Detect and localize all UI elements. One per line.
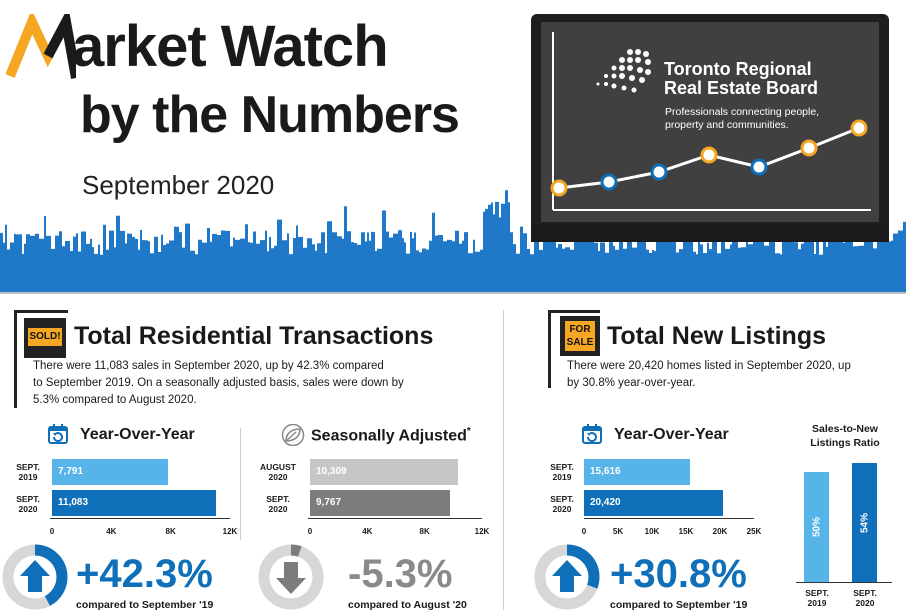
listings-yoy-compare: compared to September '19 bbox=[610, 599, 748, 611]
ratio-label: SEPT. 2019 bbox=[805, 588, 829, 608]
tick-label: 8K bbox=[165, 527, 176, 536]
bar: 9,767 bbox=[310, 490, 450, 516]
ratio-label: SEPT. 2020 bbox=[853, 588, 877, 608]
sa-title-text: Seasonally Adjusted bbox=[311, 427, 467, 445]
tick-label: 0 bbox=[49, 527, 55, 536]
org-name-line1: Toronto Regional bbox=[664, 59, 812, 79]
tick-label: 8K bbox=[419, 527, 430, 536]
x-axis bbox=[308, 518, 482, 519]
tick-label: 5K bbox=[612, 527, 624, 536]
sign-post bbox=[14, 310, 17, 408]
sign-post bbox=[548, 310, 551, 388]
org-name-line2: Real Estate Board bbox=[664, 78, 819, 98]
tick-label: 4K bbox=[362, 527, 373, 536]
bar-label: AUGUST 2020 bbox=[260, 462, 296, 482]
tick-label: 4K bbox=[106, 527, 117, 536]
down-arrow-icon bbox=[276, 562, 306, 594]
bar: 11,083 bbox=[52, 490, 217, 516]
residential-description: There were 11,083 sales in September 202… bbox=[33, 358, 493, 409]
sa-compare: compared to August '20 bbox=[348, 599, 467, 611]
header: arket Watch by the Numbers September 202… bbox=[0, 0, 906, 300]
desc-line: There were 20,420 homes listed in Septem… bbox=[567, 360, 851, 372]
bar: 20,420 bbox=[584, 490, 723, 516]
residential-title: Total Residential Transactions bbox=[74, 322, 434, 350]
calendar-refresh-icon bbox=[48, 424, 68, 444]
bar-label: SEPT. 2020 bbox=[266, 494, 290, 514]
up-arrow-icon bbox=[20, 560, 50, 592]
tick-label: 0 bbox=[581, 527, 587, 536]
up-arrow-icon bbox=[552, 560, 582, 592]
desc-line: by 30.8% year-over-year. bbox=[567, 377, 696, 389]
bar-label: SEPT. 2019 bbox=[550, 462, 574, 482]
monitor-screen bbox=[541, 22, 879, 222]
bar: 7,791 bbox=[52, 459, 168, 485]
page-title-line1: arket Watch bbox=[72, 14, 389, 79]
subsection-divider bbox=[240, 428, 241, 540]
tagline-line1: Professionals connecting people, bbox=[665, 106, 820, 118]
ratio-title: Sales-to-New Listings Ratio bbox=[810, 423, 880, 449]
bar-label: SEPT. 2020 bbox=[550, 494, 574, 514]
section-divider bbox=[503, 310, 504, 610]
listings-title: Total New Listings bbox=[607, 322, 826, 350]
bar-label: SEPT. 2020 bbox=[16, 494, 40, 514]
sa-title: Seasonally Adjusted* bbox=[311, 426, 471, 445]
for-sale-sign-label: FOR SALE bbox=[565, 321, 595, 351]
listings-change-ring bbox=[534, 544, 600, 610]
trend-line-graphic bbox=[550, 32, 871, 211]
header-divider bbox=[0, 292, 906, 294]
calendar-refresh-icon bbox=[582, 424, 602, 444]
bar-label: SEPT. 2019 bbox=[16, 462, 40, 482]
x-axis bbox=[50, 518, 230, 519]
desc-line: There were 11,083 sales in September 202… bbox=[33, 360, 384, 372]
sold-sign-icon: SOLD! bbox=[24, 318, 66, 358]
tick-label: 15K bbox=[678, 527, 694, 536]
report-month: September 2020 bbox=[82, 170, 275, 200]
tick-label: 12K bbox=[222, 527, 238, 536]
desc-line: to September 2019. On a seasonally adjus… bbox=[33, 377, 404, 389]
sales-yoy-compare: compared to September '19 bbox=[76, 599, 214, 611]
trreb-dot-logo-icon bbox=[596, 49, 651, 93]
city-skyline-graphic bbox=[0, 190, 906, 292]
ratio-bar: 50% bbox=[804, 472, 829, 582]
sales-yoy-change: +42.3% bbox=[76, 552, 213, 596]
tick-label: 0 bbox=[307, 527, 313, 536]
sign-arm bbox=[548, 310, 600, 313]
sign-arm bbox=[14, 310, 68, 313]
tick-label: 10K bbox=[644, 527, 660, 536]
desc-line: 5.3% compared to August 2020. bbox=[33, 394, 197, 406]
org-name: Toronto Regional Real Estate Board bbox=[664, 60, 818, 98]
bar: 10,309 bbox=[310, 459, 458, 485]
monitor-graphic bbox=[531, 14, 889, 240]
listings-description: There were 20,420 homes listed in Septem… bbox=[567, 358, 897, 392]
sales-yoy-title: Year-Over-Year bbox=[80, 426, 195, 443]
market-watch-m-logo bbox=[6, 14, 76, 79]
org-tagline: Professionals connecting people, propert… bbox=[665, 106, 819, 132]
leaf-icon bbox=[281, 424, 305, 446]
sa-change: -5.3% bbox=[348, 552, 453, 596]
tick-label: 12K bbox=[474, 527, 490, 536]
sold-sign-label: SOLD! bbox=[28, 328, 62, 346]
sa-asterisk: * bbox=[466, 426, 471, 437]
x-axis bbox=[584, 518, 754, 519]
bar: 15,616 bbox=[584, 459, 691, 485]
tagline-line2: property and communities. bbox=[665, 119, 789, 131]
tick-label: 20K bbox=[712, 527, 728, 536]
monitor-stand bbox=[531, 224, 889, 242]
ratio-bar: 54% bbox=[852, 463, 877, 582]
page-title-line2: by the Numbers bbox=[80, 86, 460, 144]
for-sale-sign-icon: FOR SALE bbox=[560, 316, 600, 356]
x-axis bbox=[796, 582, 892, 583]
listings-yoy-change: +30.8% bbox=[610, 552, 747, 596]
sales-change-ring bbox=[2, 544, 68, 610]
listings-yoy-title: Year-Over-Year bbox=[614, 426, 729, 443]
tick-label: 25K bbox=[746, 527, 762, 536]
sa-change-ring bbox=[258, 544, 324, 610]
